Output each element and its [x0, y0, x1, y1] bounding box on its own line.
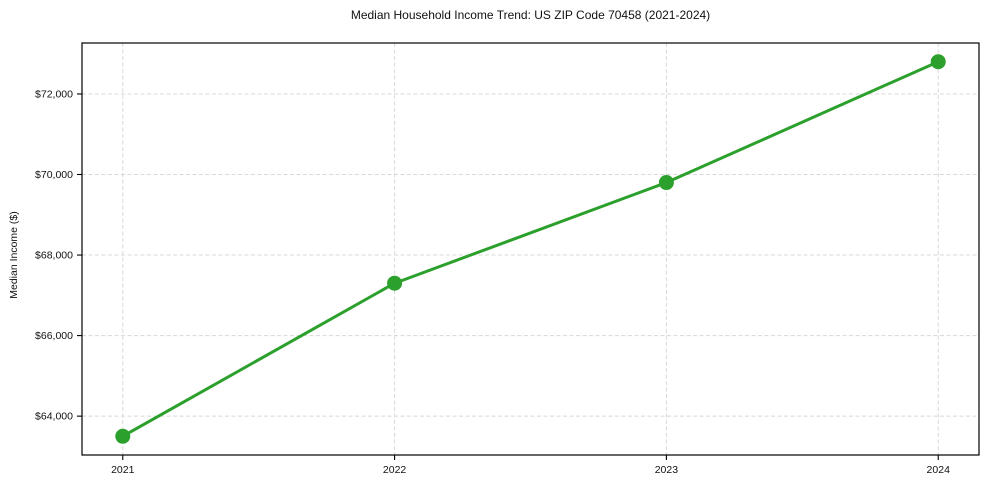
- gridlines: [82, 43, 979, 455]
- data-point-marker: [387, 275, 403, 291]
- data-point-marker: [658, 175, 674, 191]
- data-series: [115, 54, 946, 444]
- data-point-marker: [930, 54, 946, 70]
- y-tick-label: $66,000: [35, 330, 73, 342]
- x-tick-label: 2021: [111, 464, 135, 476]
- y-tick-label: $72,000: [35, 88, 73, 100]
- plot-border: [81, 42, 980, 456]
- x-axis: 2021 2022 2023 2024: [111, 455, 950, 476]
- y-axis-label: Median Income ($): [8, 211, 20, 299]
- chart-title: Median Household Income Trend: US ZIP Co…: [350, 8, 711, 22]
- x-tick-label: 2023: [655, 464, 679, 476]
- y-axis: $64,000 $66,000 $68,000 $70,000 $72,000: [35, 88, 82, 423]
- y-tick-label: $64,000: [35, 411, 73, 423]
- y-tick-label: $68,000: [35, 250, 73, 262]
- x-tick-label: 2022: [383, 464, 407, 476]
- series-line: [121, 60, 940, 438]
- x-tick-label: 2024: [927, 464, 951, 476]
- data-point-marker: [115, 428, 131, 444]
- y-tick-label: $70,000: [35, 169, 73, 181]
